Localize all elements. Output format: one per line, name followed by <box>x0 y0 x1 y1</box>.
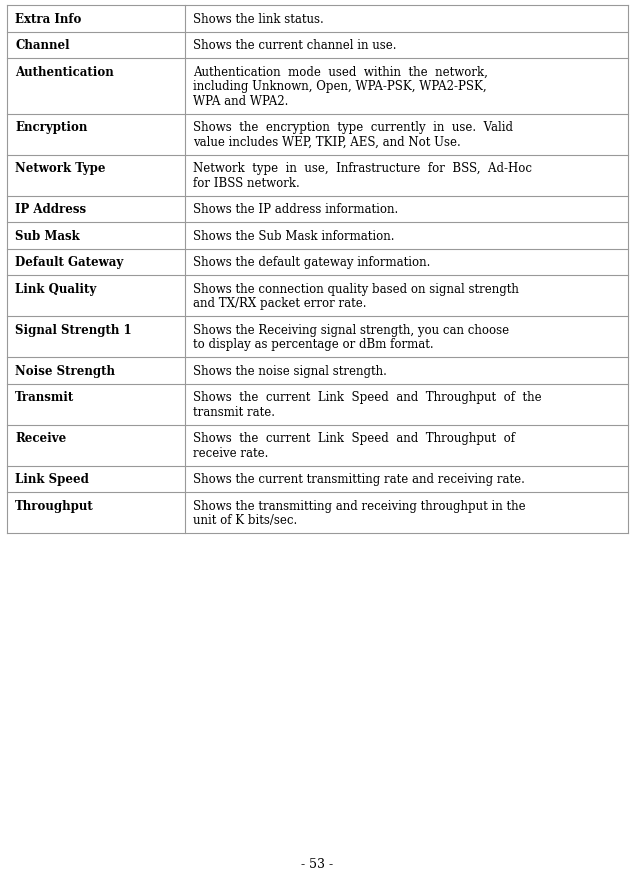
Text: Shows the transmitting and receiving throughput in the: Shows the transmitting and receiving thr… <box>193 500 526 513</box>
Text: Shows the connection quality based on signal strength: Shows the connection quality based on si… <box>193 283 519 296</box>
Text: Network Type: Network Type <box>15 163 105 175</box>
Text: Shows the Receiving signal strength, you can choose: Shows the Receiving signal strength, you… <box>193 324 509 337</box>
Text: receive rate.: receive rate. <box>193 447 269 460</box>
Text: Sub Mask: Sub Mask <box>15 230 80 243</box>
Text: Encryption: Encryption <box>15 122 88 134</box>
Text: Default Gateway: Default Gateway <box>15 256 123 269</box>
Text: for IBSS network.: for IBSS network. <box>193 177 300 190</box>
Text: Link Speed: Link Speed <box>15 473 89 486</box>
Text: Shows the IP address information.: Shows the IP address information. <box>193 204 398 216</box>
Text: Shows the current transmitting rate and receiving rate.: Shows the current transmitting rate and … <box>193 473 525 486</box>
Text: WPA and WPA2.: WPA and WPA2. <box>193 95 288 108</box>
Text: Receive: Receive <box>15 432 66 445</box>
Text: Extra Info: Extra Info <box>15 12 81 26</box>
Text: Link Quality: Link Quality <box>15 283 97 296</box>
Text: Shows the link status.: Shows the link status. <box>193 12 324 26</box>
Text: Authentication  mode  used  within  the  network,: Authentication mode used within the netw… <box>193 66 488 79</box>
Text: unit of K bits/sec.: unit of K bits/sec. <box>193 515 297 527</box>
Text: including Unknown, Open, WPA-PSK, WPA2-PSK,: including Unknown, Open, WPA-PSK, WPA2-P… <box>193 80 486 93</box>
Text: Throughput: Throughput <box>15 500 94 513</box>
Text: Shows  the  current  Link  Speed  and  Throughput  of: Shows the current Link Speed and Through… <box>193 432 515 445</box>
Text: and TX/RX packet error rate.: and TX/RX packet error rate. <box>193 298 366 310</box>
Text: Network  type  in  use,  Infrastructure  for  BSS,  Ad-Hoc: Network type in use, Infrastructure for … <box>193 163 532 175</box>
Text: Shows the noise signal strength.: Shows the noise signal strength. <box>193 364 387 378</box>
Text: Noise Strength: Noise Strength <box>15 364 115 378</box>
Text: transmit rate.: transmit rate. <box>193 406 275 419</box>
Text: Signal Strength 1: Signal Strength 1 <box>15 324 131 337</box>
Text: Shows the current channel in use.: Shows the current channel in use. <box>193 39 396 52</box>
Text: IP Address: IP Address <box>15 204 86 216</box>
Text: Shows the default gateway information.: Shows the default gateway information. <box>193 256 431 269</box>
Text: to display as percentage or dBm format.: to display as percentage or dBm format. <box>193 339 434 351</box>
Text: Authentication: Authentication <box>15 66 114 79</box>
Text: value includes WEP, TKIP, AES, and Not Use.: value includes WEP, TKIP, AES, and Not U… <box>193 136 461 148</box>
Text: - 53 -: - 53 - <box>302 858 333 870</box>
Text: Transmit: Transmit <box>15 391 74 404</box>
Text: Channel: Channel <box>15 39 69 52</box>
Text: Shows the Sub Mask information.: Shows the Sub Mask information. <box>193 230 394 243</box>
Text: Shows  the  encryption  type  currently  in  use.  Valid: Shows the encryption type currently in u… <box>193 122 513 134</box>
Text: Shows  the  current  Link  Speed  and  Throughput  of  the: Shows the current Link Speed and Through… <box>193 391 542 404</box>
